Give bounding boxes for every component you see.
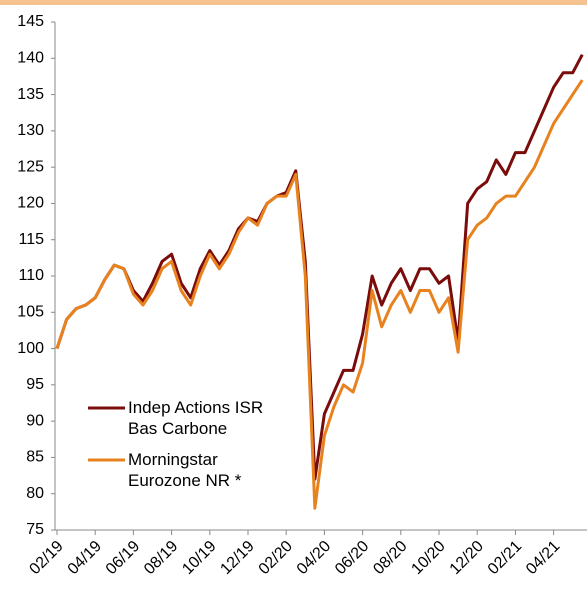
y-tick-label: 80	[26, 485, 44, 502]
y-tick-label: 135	[17, 86, 44, 103]
x-tick-label: 12/20	[447, 538, 487, 578]
x-tick-label: 12/19	[217, 538, 257, 578]
y-tick-label: 125	[17, 158, 44, 175]
y-tick-label: 100	[17, 340, 44, 357]
y-tick-label: 110	[18, 267, 44, 284]
y-tick-label: 90	[26, 412, 44, 429]
x-tick-label: 08/20	[370, 538, 410, 578]
y-tick-label: 140	[17, 50, 44, 67]
x-tick-label: 10/20	[408, 538, 448, 578]
x-tick-label: 02/20	[256, 538, 296, 578]
y-tick-label: 105	[17, 304, 44, 321]
x-tick-label: 10/19	[179, 538, 219, 578]
y-tick-label: 120	[17, 195, 44, 212]
x-tick-label: 04/21	[523, 538, 563, 578]
x-tick-label: 06/19	[103, 538, 143, 578]
series-line	[55, 79, 584, 510]
top-band	[0, 0, 587, 5]
x-tick-label: 02/21	[485, 538, 525, 578]
x-tick-label: 08/19	[141, 538, 181, 578]
y-tick-label: 75	[26, 521, 44, 538]
x-tick-label: 04/20	[294, 538, 334, 578]
y-tick-label: 130	[17, 122, 44, 139]
legend-label: Morningstar Eurozone NR *	[128, 450, 242, 490]
y-tick-label: 85	[26, 449, 44, 466]
y-tick-label: 95	[26, 376, 44, 393]
x-tick-label: 02/19	[26, 538, 66, 578]
legend-label: Indep Actions ISR Bas Carbone	[128, 398, 264, 438]
x-tick-label: 04/19	[65, 538, 105, 578]
x-tick-label: 06/20	[332, 538, 372, 578]
series-line	[55, 53, 584, 481]
y-tick-label: 145	[17, 13, 44, 30]
y-tick-label: 115	[18, 231, 44, 248]
